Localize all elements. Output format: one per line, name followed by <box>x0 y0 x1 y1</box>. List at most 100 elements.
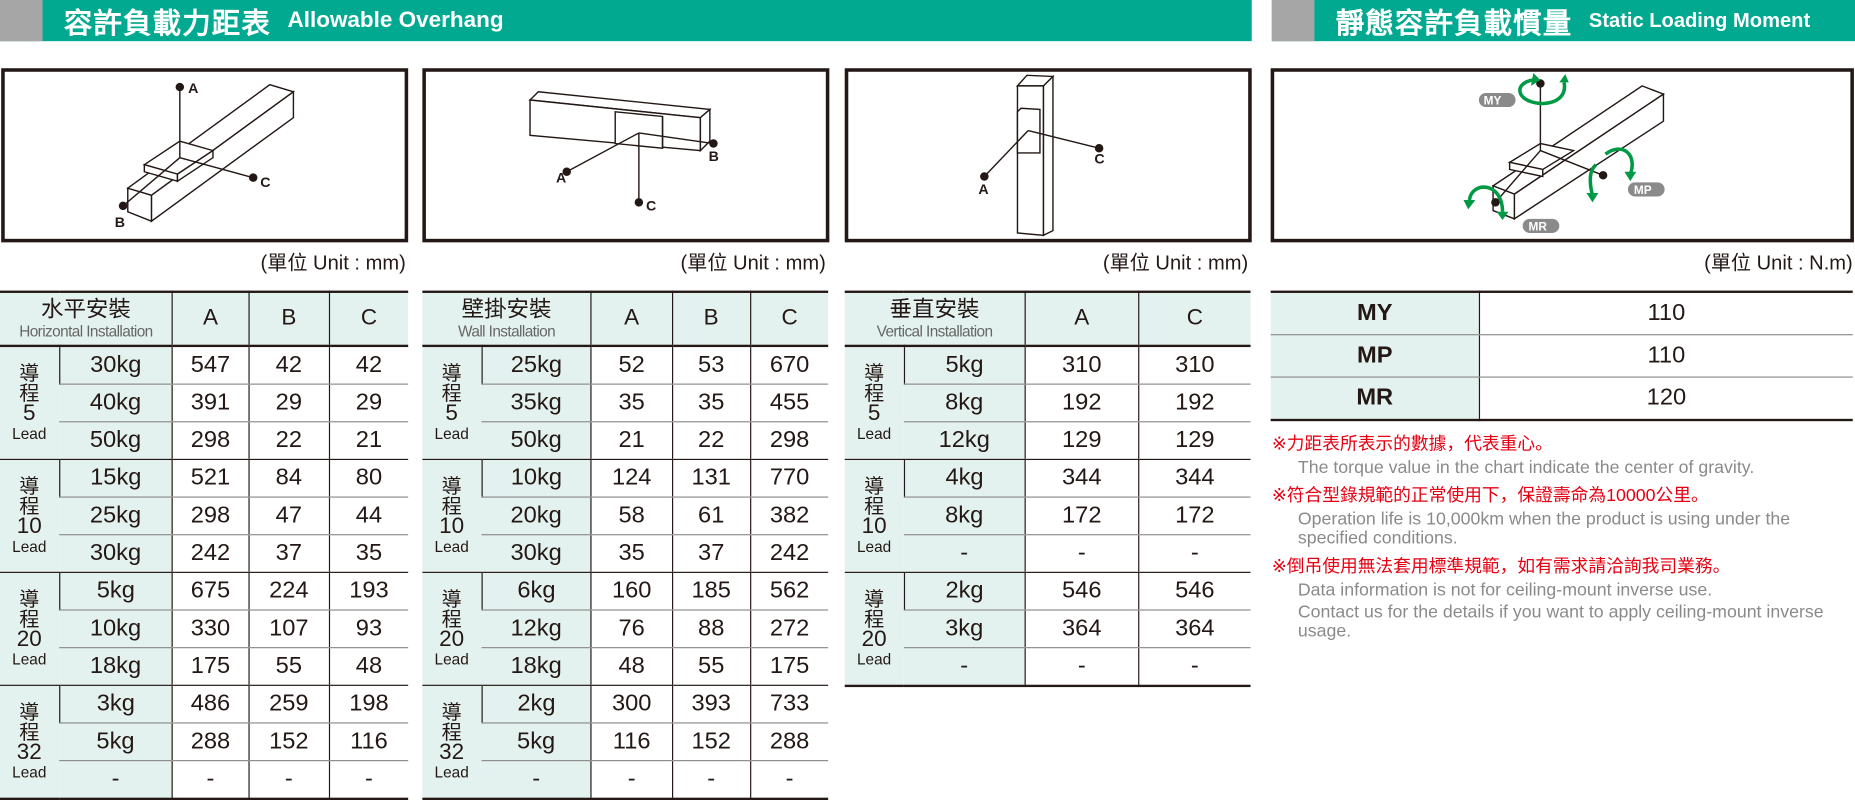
value-cell: 116 <box>328 722 409 762</box>
value-cell: 330 <box>171 610 249 649</box>
horizontal-installation-table: 水平安裝 Horizontal Installation A B C 導程 5 Lead 30k… <box>0 290 409 800</box>
table-row: 導程 5 Lead 5kg 310 310 <box>844 345 1251 461</box>
value-cell: 55 <box>247 647 330 686</box>
lead-group-32: 導程 32 Lead <box>0 685 60 800</box>
load-cell: 3kg <box>58 685 173 724</box>
value-cell: 52 <box>590 345 673 385</box>
moment-key: MY <box>1270 291 1480 336</box>
label-a: A <box>978 181 988 197</box>
label-b: B <box>115 214 125 230</box>
value-cell: 298 <box>171 421 249 461</box>
lead-value: 5 <box>445 400 458 426</box>
note-en: Contact us for the details if you want t… <box>1297 602 1824 642</box>
label-my: MY <box>1484 95 1502 108</box>
table-header: 壁掛安裝 Wall Installation A B C <box>422 291 829 348</box>
column-header-a: A <box>590 291 673 348</box>
column-header-b: B <box>247 291 330 348</box>
value-cell: 172 <box>1138 497 1251 536</box>
lead-label-en: Lead <box>434 762 469 781</box>
column-header-a: A <box>1024 291 1139 348</box>
header-block <box>1271 0 1315 42</box>
value-cell: 129 <box>1138 421 1251 461</box>
table-row: 25kg 298 47 44 <box>0 497 409 536</box>
value-cell: 131 <box>671 459 751 498</box>
value-cell: 521 <box>171 459 249 498</box>
unit-label: (單位 Unit : mm) <box>1102 251 1249 275</box>
value-cell: 562 <box>749 572 829 611</box>
label-c: C <box>646 198 656 214</box>
lead-label-cn: 導 <box>441 587 462 611</box>
value-cell: 393 <box>671 685 751 724</box>
load-cell: 35kg <box>481 384 592 423</box>
lead-label-cn: 程 <box>19 381 40 405</box>
header-title-cn: 容許負載力距表 <box>63 8 271 41</box>
label-mp: MP <box>1634 184 1652 197</box>
table-row: 12kg 129 129 <box>845 421 1251 461</box>
lead-group-32: 導程 32 Lead <box>422 685 482 800</box>
value-cell: 546 <box>1138 572 1251 611</box>
value-cell: 53 <box>671 345 751 385</box>
load-cell: - <box>59 760 173 800</box>
table-row: ---- <box>422 760 829 800</box>
value-cell: 129 <box>1024 421 1139 461</box>
value-cell: 391 <box>171 384 249 423</box>
title-en: Wall Installation <box>458 321 556 340</box>
table-row: 12kg 76 88 272 <box>422 610 829 649</box>
lead-label-cn: 導 <box>864 587 885 611</box>
load-cell: 50kg <box>481 421 592 461</box>
title-en: Vertical Installation <box>876 321 993 340</box>
value-cell: 84 <box>247 459 330 498</box>
lead-label-cn: 程 <box>864 494 885 518</box>
value-cell: - <box>1024 647 1139 687</box>
value-cell: 88 <box>671 610 751 649</box>
lead-label-cn: 導 <box>19 474 40 498</box>
load-cell: 2kg <box>903 572 1025 611</box>
load-cell: 15kg <box>58 459 173 498</box>
value-cell: 298 <box>749 421 829 461</box>
note-en: The torque value in the chart indicate t… <box>1297 457 1755 478</box>
column-header-c: C <box>328 291 409 348</box>
value-cell: 288 <box>171 722 249 762</box>
lead-label-cn: 導 <box>19 587 40 611</box>
lead-label-cn: 程 <box>864 381 885 405</box>
table-row: 導程 32 Lead 2kg 300 393 733 <box>422 685 829 800</box>
table-row: 40kg 391 29 29 <box>0 384 409 423</box>
moment-value: 110 <box>1478 334 1853 378</box>
value-cell: 93 <box>328 610 409 649</box>
lead-label-cn: 程 <box>864 607 885 631</box>
header-row: 垂直安裝 Vertical Installation A C <box>844 291 1251 348</box>
moment-row: MP 110 <box>1270 334 1853 378</box>
load-cell: - <box>904 534 1025 573</box>
lead-group-20: 導程 20 Lead <box>844 572 905 687</box>
value-cell: 288 <box>749 722 829 762</box>
value-cell: 107 <box>247 610 330 649</box>
column-header-a: A <box>171 291 249 348</box>
lead-label-en: Lead <box>12 424 47 442</box>
load-cell: 20kg <box>481 497 592 536</box>
load-cell: 25kg <box>59 497 173 536</box>
lead-value: 32 <box>16 739 42 765</box>
label-c: C <box>260 174 270 190</box>
value-cell: - <box>749 760 829 800</box>
lead-label-cn: 程 <box>441 720 462 743</box>
wall-installation-table: 壁掛安裝 Wall Installation A B C 導程 5 Lead 25kg 52 53 6… <box>422 290 829 800</box>
load-cell: - <box>904 647 1025 687</box>
wall-installation-diagram: B A C <box>422 68 830 243</box>
value-cell: 298 <box>171 497 249 536</box>
table-row: 導程 20 Lead 6kg 160 185 562 <box>422 572 829 686</box>
vertical-installation-table: 垂直安裝 Vertical Installation A C 導程 5 Lead 5kg 310… <box>844 290 1251 688</box>
value-cell: 160 <box>590 572 673 611</box>
table-row: 50kg 21 22 298 <box>422 421 829 461</box>
table-row: 導程 20 Lead 5kg 675 224 193 <box>0 572 409 686</box>
lead-label-en: Lead <box>434 650 469 668</box>
lead-label-cn: 導 <box>441 700 462 723</box>
value-cell: 300 <box>590 685 673 724</box>
lead-label-en: Lead <box>857 424 892 442</box>
moment-value: 110 <box>1478 291 1853 336</box>
label-a: A <box>556 169 566 185</box>
column-header-c: C <box>749 291 829 348</box>
table-row: ---- <box>0 760 409 800</box>
lead-label-en: Lead <box>12 650 47 668</box>
lead-label-cn: 程 <box>441 381 462 405</box>
value-cell: 48 <box>328 647 409 686</box>
